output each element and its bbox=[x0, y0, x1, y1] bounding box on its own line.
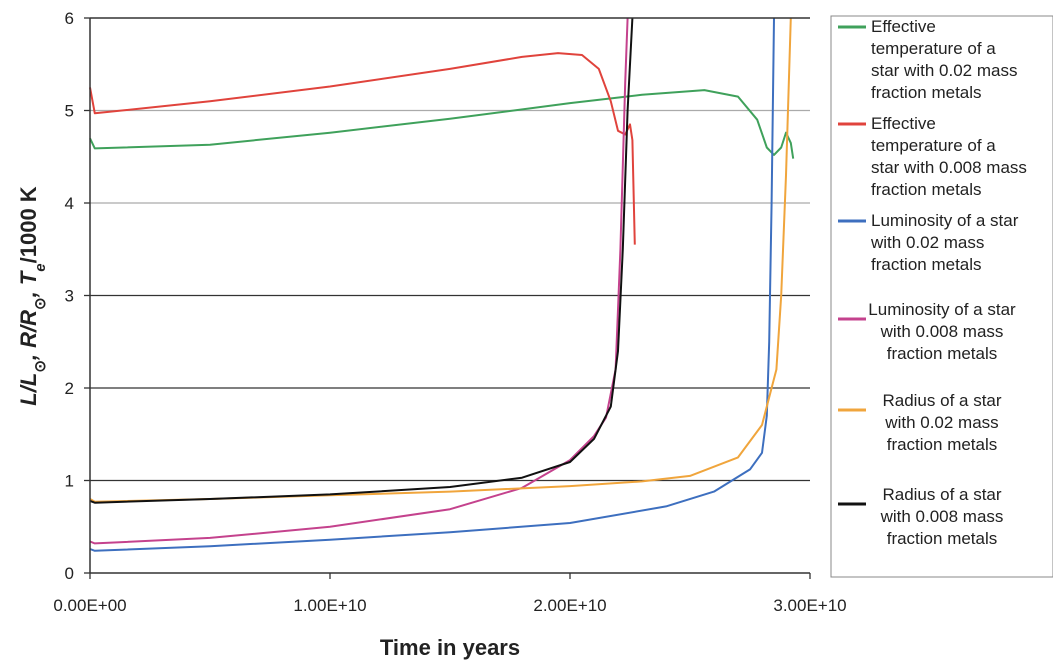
legend-label: Effective bbox=[871, 17, 936, 36]
legend-label: with 0.02 mass bbox=[884, 413, 998, 432]
x-tick-label: 1.00E+10 bbox=[293, 596, 366, 615]
legend-box bbox=[830, 15, 1053, 578]
series-layer bbox=[89, 17, 795, 552]
y-axis-title-part: ⊙ bbox=[32, 360, 49, 373]
x-tick-label: 2.00E+10 bbox=[533, 596, 606, 615]
series-line-1 bbox=[89, 89, 795, 159]
y-tick-label: 0 bbox=[65, 564, 74, 583]
grid-layer bbox=[90, 109, 810, 482]
legend-label: with 0.008 mass bbox=[880, 507, 1004, 526]
y-tick-label: 3 bbox=[65, 287, 74, 306]
legend-label: Luminosity of a star bbox=[868, 300, 1016, 319]
y-axis-title-part: / bbox=[16, 323, 41, 333]
legend-label: fraction metals bbox=[887, 344, 998, 363]
y-tick-label: 5 bbox=[65, 102, 74, 121]
legend-label: fraction metals bbox=[887, 529, 998, 548]
y-axis-title-part: , bbox=[16, 348, 41, 361]
legend-label: Radius of a star bbox=[882, 485, 1001, 504]
x-tick-label: 3.00E+10 bbox=[773, 596, 846, 615]
y-axis-title-part: /1000 K bbox=[16, 186, 41, 263]
y-axis-title-part: / bbox=[16, 383, 41, 393]
y-tick-label: 1 bbox=[65, 472, 74, 491]
y-axis-title-part: R bbox=[16, 310, 41, 326]
legend-label: star with 0.02 mass bbox=[871, 61, 1017, 80]
y-axis-title-part: T bbox=[16, 270, 41, 285]
series-line-3 bbox=[89, 17, 775, 552]
x-axis-title: Time in years bbox=[380, 635, 520, 660]
legend-label: temperature of a bbox=[871, 39, 996, 58]
legend-label: fraction metals bbox=[871, 255, 982, 274]
legend-label: with 0.02 mass bbox=[870, 233, 984, 252]
legend-label: with 0.008 mass bbox=[880, 322, 1004, 341]
y-axis-title-part: L bbox=[16, 392, 41, 405]
y-axis-title-part: ⊙ bbox=[32, 297, 49, 310]
y-axis-title-part: , bbox=[16, 285, 41, 298]
y-axis-title-part: R bbox=[16, 332, 41, 348]
legend-label: fraction metals bbox=[887, 435, 998, 454]
y-axis-title: L/L⊙, R/R⊙, Te/1000 K bbox=[16, 186, 49, 406]
y-axis-title-part: e bbox=[32, 263, 49, 271]
legend-label: Effective bbox=[871, 114, 936, 133]
legend-label: temperature of a bbox=[871, 136, 996, 155]
y-axis-title-text: L/L⊙, R/R⊙, Te/1000 K bbox=[16, 186, 49, 406]
series-line-2 bbox=[89, 52, 636, 245]
legend: Effective temperature of a star with 0.02 … bbox=[830, 15, 1053, 578]
y-axis-title-part: L bbox=[16, 373, 41, 386]
legend-label: star with 0.008 mass bbox=[871, 158, 1027, 177]
legend-label: Radius of a star bbox=[882, 391, 1001, 410]
axis-layer: 0 1 2 3 4 5 6 0.00E+00 1.00E+10 2.00E+10 3.00E+10 bbox=[53, 9, 846, 615]
legend-label: fraction metals bbox=[871, 180, 982, 199]
y-tick-label: 6 bbox=[65, 9, 74, 28]
legend-label: Luminosity of a star bbox=[871, 211, 1019, 230]
series-line-6 bbox=[89, 17, 634, 504]
y-tick-label: 2 bbox=[65, 379, 74, 398]
y-tick-label: 4 bbox=[65, 194, 74, 213]
x-tick-label: 0.00E+00 bbox=[53, 596, 126, 615]
series-line-4 bbox=[89, 17, 629, 545]
legend-label: fraction metals bbox=[871, 83, 982, 102]
